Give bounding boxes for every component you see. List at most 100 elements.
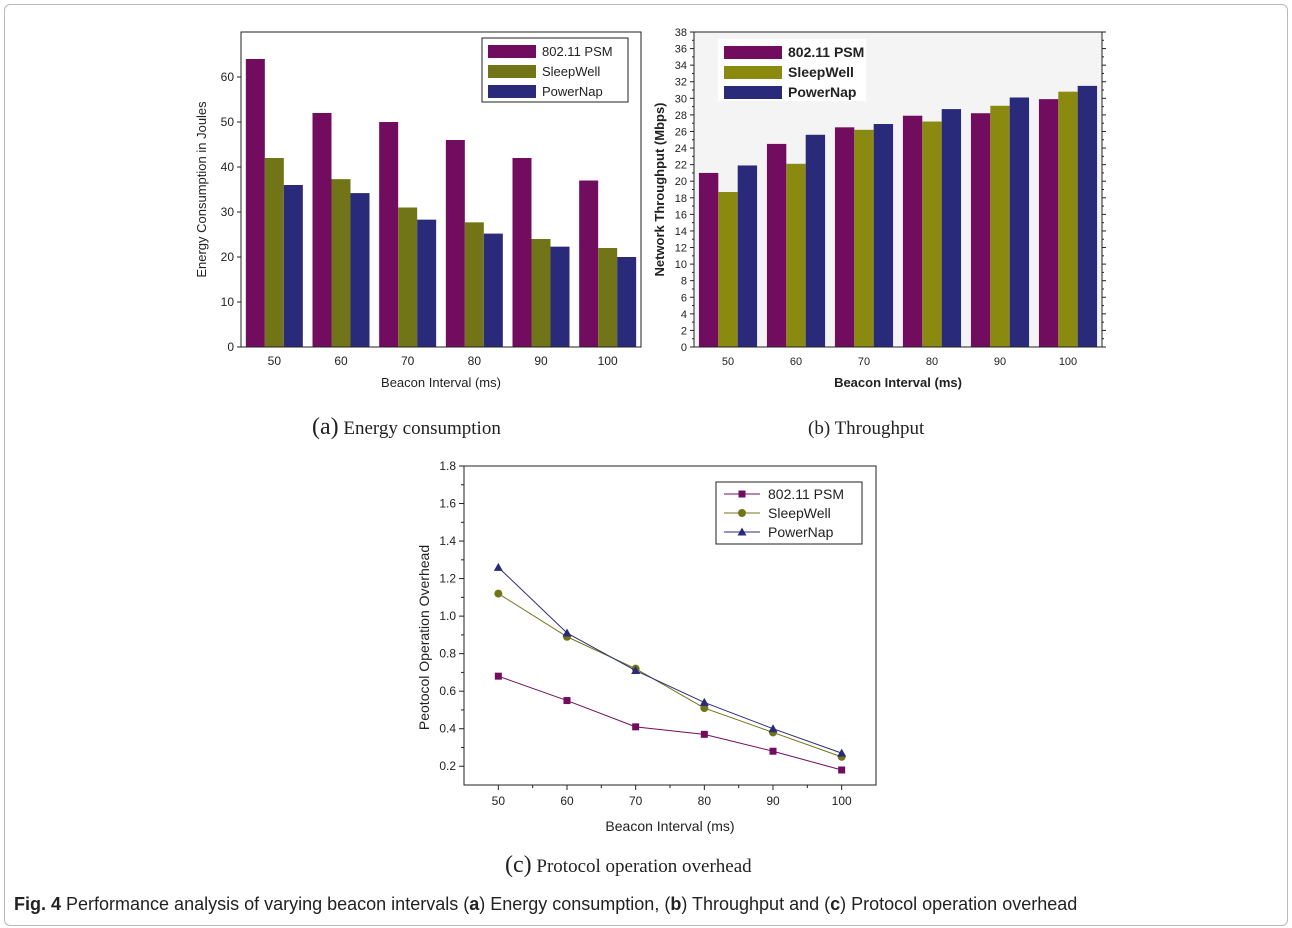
legend-swatch [724,66,782,79]
chart-throughput: 50 60 70 80 90 100024681012141618202224262830… [652,27,1106,390]
x-tick-label: 100 [598,354,618,368]
y-tick-label: 38 [675,27,687,39]
bar [531,239,551,347]
legend-label: 802.11 PSM [768,486,844,502]
subcaption-c-letter: (c) [505,852,532,878]
data-point [494,672,502,680]
bar [283,185,303,347]
subcaption-b-text: Throughput [834,418,925,439]
x-tick-label: 80 [926,356,938,368]
bar [718,191,738,347]
y-tick-label: 50 [221,115,235,129]
y-tick-label: 26 [675,126,687,138]
data-point [632,723,640,731]
y-tick-label: 12 [675,243,687,255]
legend-label: SleepWell [542,64,600,79]
bar [264,158,284,347]
bar [598,248,618,347]
legend-label: SleepWell [768,505,831,521]
bar [512,158,532,347]
series-line [497,566,842,754]
legend-label: PowerNap [788,84,856,100]
data-point [837,748,847,757]
y-axis-label: Network Throughput (Mbps) [652,102,667,276]
y-tick-label: 1.2 [439,572,456,586]
legend-marker [737,527,747,536]
data-point [494,589,503,598]
series-line [498,675,842,771]
bar [579,180,599,347]
subcaption-b: (b) Throughput [808,418,924,440]
subcaption-b-letter: (b) [808,418,831,439]
x-tick-label: 100 [832,794,852,808]
caption-a: a [469,894,480,914]
y-tick-label: 0.8 [439,647,456,661]
x-tick-label: 80 [698,794,712,808]
y-tick-label: 16 [675,209,687,221]
bar [1077,85,1098,347]
y-tick-label: 24 [675,143,687,155]
series-line [498,593,842,758]
bar [550,246,570,347]
y-tick-label: 30 [675,93,687,105]
y-tick-label: 32 [675,77,687,89]
subcaption-c-text: Protocol operation overhead [536,856,752,877]
y-tick-label: 20 [221,250,235,264]
bar [617,257,637,347]
chart-protocol-overhead: 0.2 0.4 0.6 0.8 1.0 1.2 1.4 1.6 1.8 50 60 70 80 90 100… [416,459,877,834]
bar [445,140,465,347]
subcaption-a-letter: (a) [312,414,339,440]
legend-label: 802.11 PSM [542,44,613,59]
x-tick-label: 50 [722,356,734,368]
data-point [838,766,846,774]
caption-label: Fig. 4 [14,894,62,914]
bar [737,165,758,347]
data-point [699,697,709,706]
bar [417,219,437,347]
y-tick-label: 14 [675,226,687,238]
legend-swatch [488,85,536,98]
subcaption-c: (c) Protocol operation overhead [505,852,752,879]
x-axis-label: Beacon Interval (ms) [834,375,962,390]
legend-label: 802.11 PSM [788,44,864,60]
x-tick-label: 50 [492,794,506,808]
bar [1058,91,1078,348]
y-tick-label: 10 [675,259,687,271]
legend-label: PowerNap [768,524,834,540]
subcaption-a-text: Energy consumption [343,418,501,439]
data-point [493,562,503,571]
y-axis-label: Energy Consumption in Joules [194,101,209,278]
data-point [769,747,777,755]
y-tick-label: 6 [681,292,687,304]
x-tick-label: 70 [858,356,870,368]
bar [990,105,1010,348]
bar [398,207,418,347]
caption-text-3: ) Throughput and ( [681,894,831,914]
x-tick-label: 60 [334,354,348,368]
x-tick-label: 90 [766,794,780,808]
y-axis-label: Peotocol Operation Overhead [416,545,432,730]
data-point [631,666,641,675]
bar [766,143,787,347]
x-tick-label: 70 [401,354,415,368]
y-tick-label: 0 [681,342,687,354]
data-point [700,704,709,713]
y-tick-label: 8 [681,276,687,288]
bar [379,122,399,347]
y-tick-label: 0.6 [439,684,456,698]
y-tick-label: 1.6 [439,497,456,511]
bar [312,113,332,347]
legend-marker [738,490,746,498]
x-axis-label: Beacon Interval (ms) [605,818,734,834]
y-tick-label: 4 [681,309,687,321]
legend-swatch [724,46,782,59]
y-tick-label: 0.4 [439,722,456,736]
x-tick-label: 90 [534,354,548,368]
bar [854,129,874,347]
y-tick-label: 36 [675,44,687,56]
bar [350,193,370,347]
y-tick-label: 0 [227,340,234,354]
y-tick-label: 18 [675,193,687,205]
x-tick-label: 100 [1059,356,1077,368]
caption-text-2: ) Energy consumption, ( [479,894,671,914]
